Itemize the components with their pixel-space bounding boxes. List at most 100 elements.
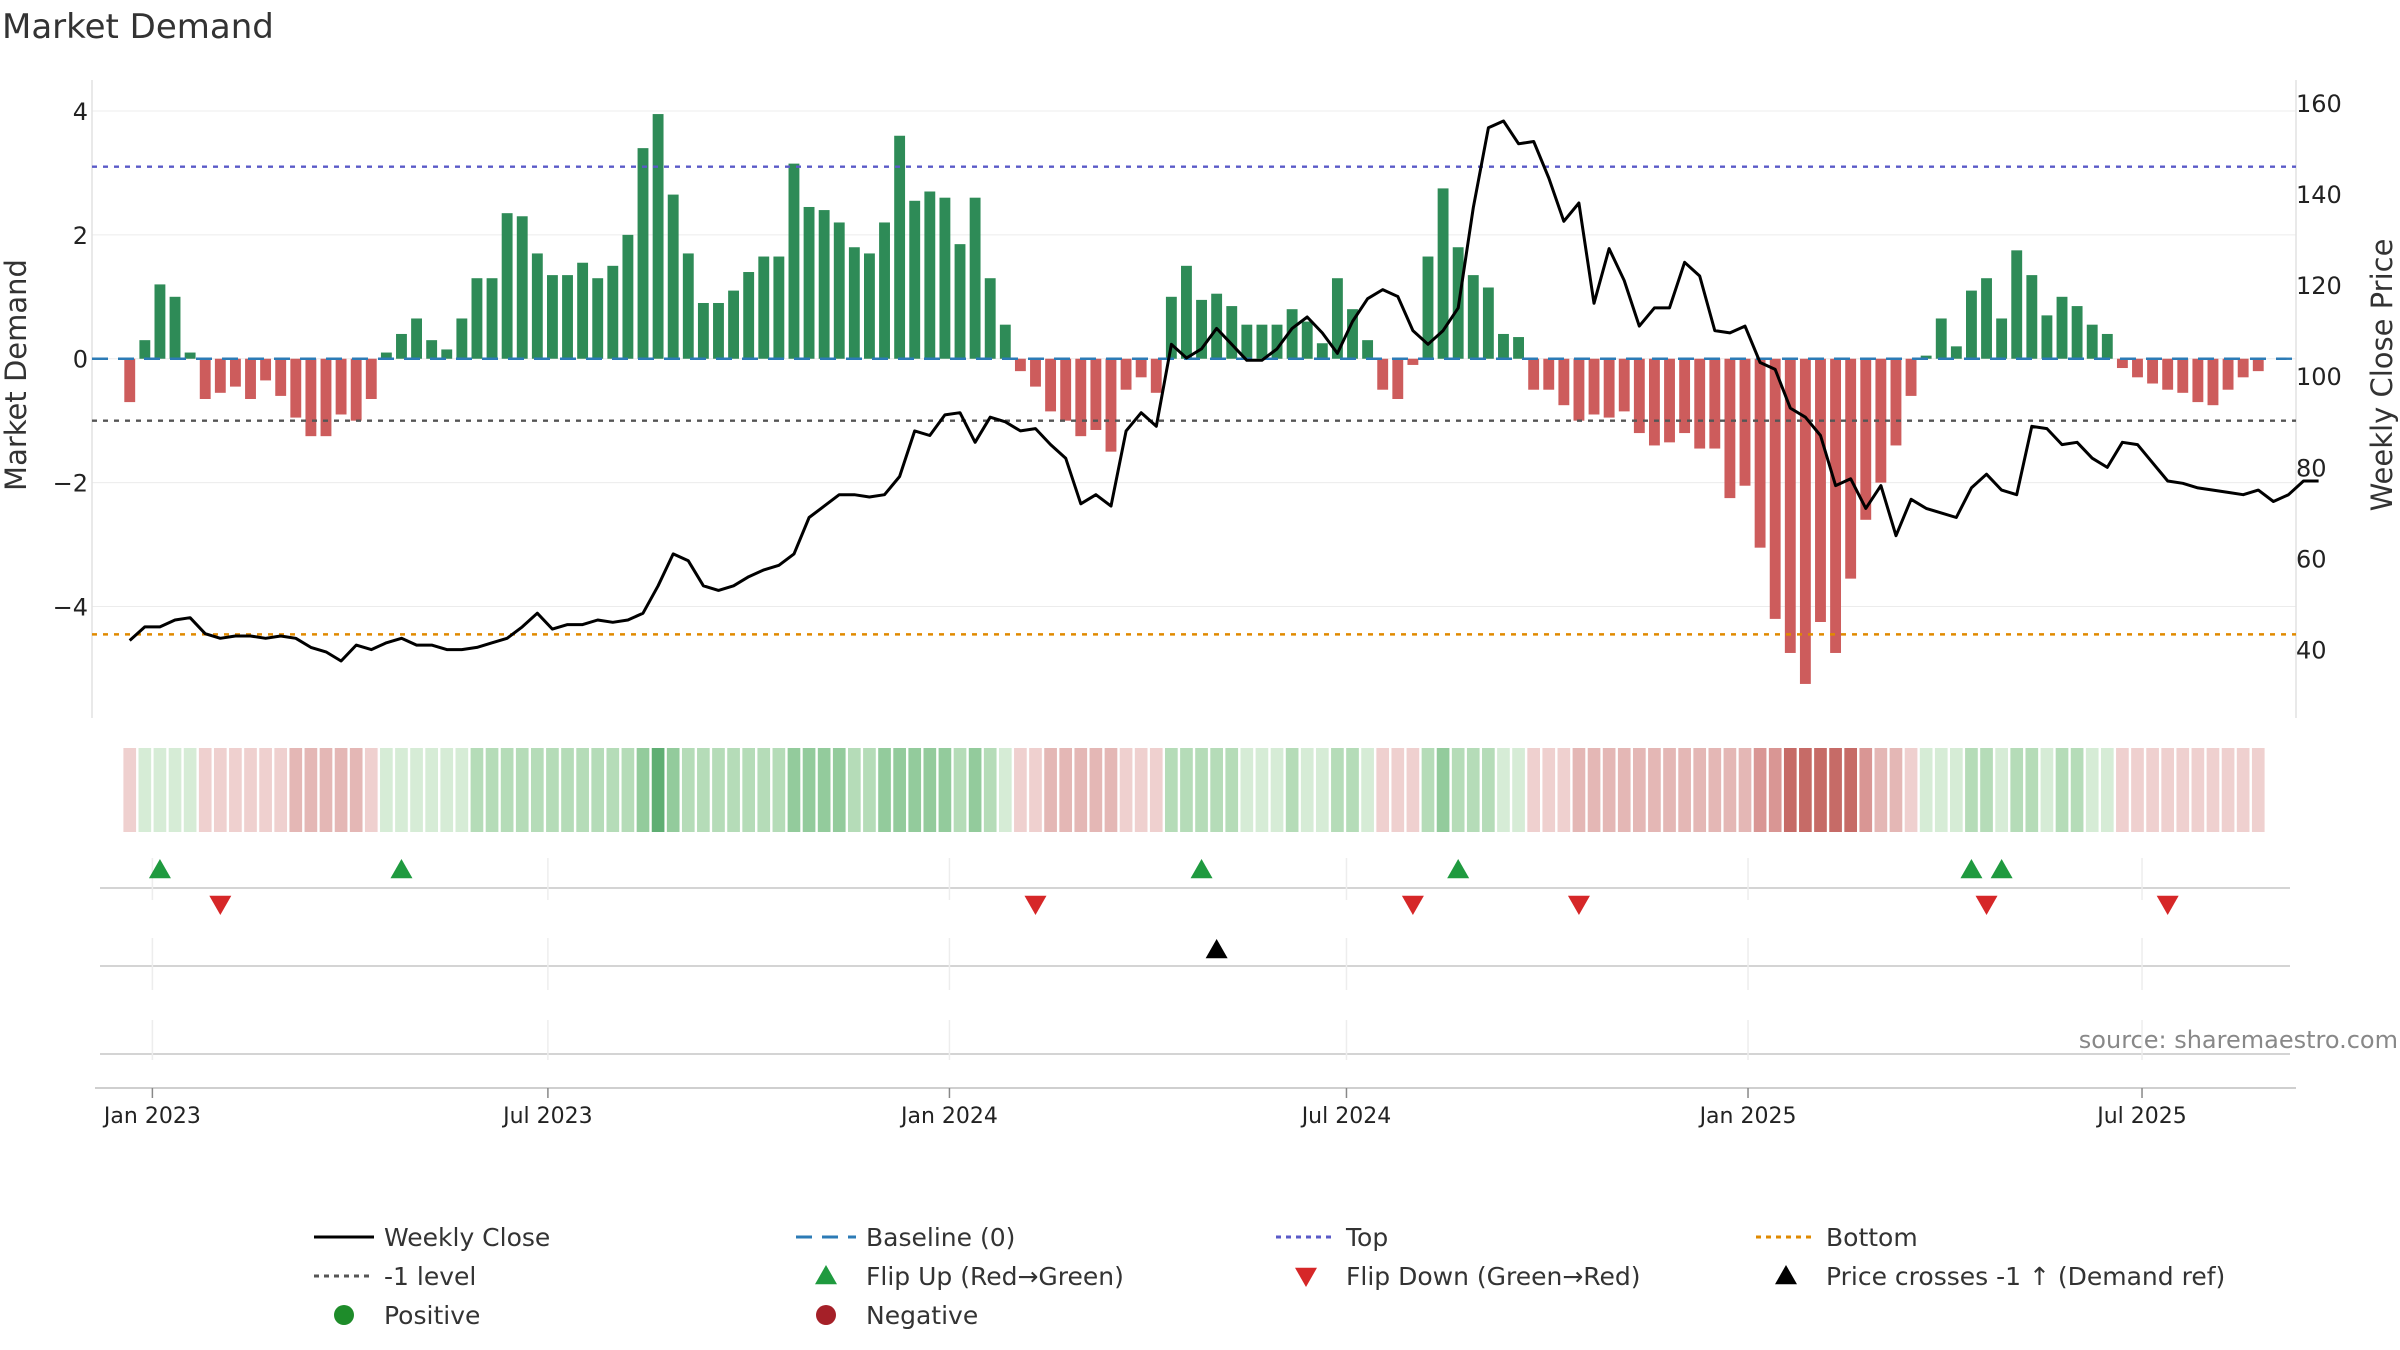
heat-cell <box>1889 748 1903 832</box>
flip-up-marker <box>390 859 413 879</box>
demand-bar <box>1603 358 1615 418</box>
y-left-tick-label: −4 <box>53 594 88 622</box>
demand-bar <box>1362 340 1374 359</box>
heat-cell <box>712 748 725 832</box>
demand-bar <box>2177 358 2189 393</box>
heat-cell <box>2085 748 2099 832</box>
demand-bar <box>999 324 1011 359</box>
demand-bar <box>199 358 211 399</box>
heat-cell <box>1104 748 1118 832</box>
heat-cell <box>1074 748 1088 832</box>
weekly-close-line <box>128 119 2319 663</box>
demand-bar <box>1648 358 1660 446</box>
demand-bar <box>1709 358 1721 449</box>
heat-cell <box>697 748 710 832</box>
legend: Weekly Close Baseline (0) Top Bottom -1 leve… <box>314 1223 2225 1330</box>
heat-cell <box>1466 748 1480 832</box>
demand-bar <box>1060 358 1072 421</box>
heat-cell <box>908 748 922 832</box>
demand-bar <box>350 358 362 421</box>
demand-bar <box>245 358 256 399</box>
demand-bar <box>486 278 498 359</box>
heat-cell <box>2221 748 2235 832</box>
heat-cell <box>1285 748 1299 832</box>
demand-bar <box>411 318 422 359</box>
heat-cell <box>727 748 740 832</box>
heat-cell <box>1255 748 1269 832</box>
heat-cell <box>1799 748 1812 832</box>
heat-cell <box>1768 748 1782 832</box>
demand-bar <box>154 284 166 359</box>
heat-cell <box>802 748 816 832</box>
demand-bar <box>1875 358 1887 483</box>
demand-bar <box>1815 358 1826 622</box>
demand-bar <box>1573 358 1585 421</box>
heat-cell <box>1542 748 1556 832</box>
heat-cell <box>1240 748 1254 832</box>
heat-cell <box>2131 748 2144 832</box>
demand-bar <box>320 358 332 437</box>
demand-bar <box>743 272 755 359</box>
demand-bar <box>2026 275 2038 359</box>
legend-swatch-triangle-down <box>1295 1267 1317 1287</box>
demand-bar <box>396 333 407 359</box>
heat-cell <box>244 748 257 832</box>
heat-cell <box>1044 748 1057 832</box>
heat-cell <box>2070 748 2084 832</box>
heat-cell <box>304 748 318 832</box>
flip-up-marker <box>1447 859 1470 879</box>
y-right-tick-label: 140 <box>2296 181 2342 209</box>
heat-cell <box>817 748 831 832</box>
demand-bar <box>1981 278 1992 359</box>
demand-bar <box>1860 358 1872 520</box>
demand-bar <box>758 256 770 359</box>
heat-cell <box>1406 748 1420 832</box>
heat-cell <box>213 748 227 832</box>
heat-cell <box>546 748 559 832</box>
heat-cell <box>1391 748 1405 832</box>
demand-bar <box>924 191 936 359</box>
heat-cell <box>1270 748 1284 832</box>
demand-bar <box>697 302 709 359</box>
heat-cell <box>2161 748 2175 832</box>
demand-bar <box>2252 358 2264 372</box>
demand-bar <box>773 256 785 359</box>
heat-cell <box>1149 748 1163 832</box>
heat-cell <box>455 748 469 832</box>
demand-bar <box>818 210 830 359</box>
heat-cell <box>395 748 408 832</box>
demand-bar <box>682 253 694 359</box>
heat-cell <box>229 748 242 832</box>
demand-bar <box>969 197 981 359</box>
y-right-tick-label: 60 <box>2296 546 2327 574</box>
demand-bar <box>652 114 664 359</box>
demand-bar <box>1347 309 1358 359</box>
legend-label: Flip Up (Red→Green) <box>866 1262 1124 1291</box>
heat-cell <box>1874 748 1888 832</box>
demand-bars <box>124 114 2264 684</box>
demand-bar <box>713 302 724 359</box>
flip-up-marker <box>148 859 171 879</box>
y-left-tick-label: 0 <box>73 346 88 374</box>
heat-cell <box>681 748 695 832</box>
demand-bar <box>1014 358 1026 372</box>
demand-bar <box>2147 358 2159 384</box>
demand-bar <box>1905 358 1917 396</box>
demand-bar <box>788 163 800 359</box>
heat-cell <box>1482 748 1495 832</box>
flip-up-marker <box>1190 859 1213 879</box>
y-axis-right-label: Weekly Close Price <box>2365 239 2399 512</box>
heat-cell <box>1089 748 1103 832</box>
flip-down-marker <box>1401 895 1424 915</box>
demand-bar <box>471 278 483 359</box>
heat-cell <box>123 748 137 832</box>
demand-bar <box>1528 358 1540 390</box>
heat-cell <box>364 748 378 832</box>
heat-cell <box>621 748 635 832</box>
heat-cell <box>198 748 212 832</box>
x-tick-label: Jul 2023 <box>501 1104 593 1129</box>
demand-bar <box>1286 309 1298 359</box>
demand-bar <box>365 358 377 399</box>
demand-bar <box>577 262 589 359</box>
legend-label: Flip Down (Green→Red) <box>1346 1262 1641 1291</box>
